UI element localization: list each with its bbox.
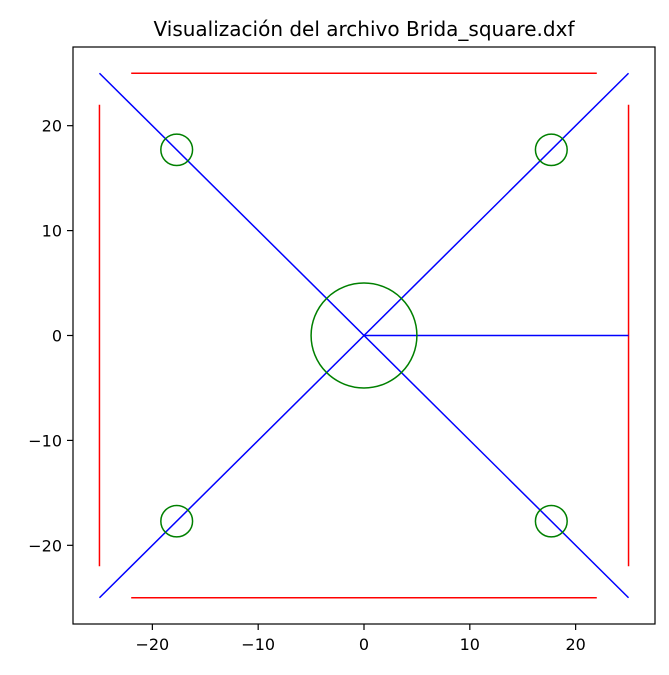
y-tick-label: 10 xyxy=(42,222,62,241)
circle-1 xyxy=(160,133,194,167)
x-tick-label: 20 xyxy=(565,635,585,654)
x-tick-label: −10 xyxy=(241,635,275,654)
x-tick-label: 10 xyxy=(460,635,480,654)
y-tick-label: 20 xyxy=(42,117,62,136)
circle-2 xyxy=(534,133,568,167)
x-tick-label: 0 xyxy=(359,635,369,654)
circle-3 xyxy=(160,504,194,538)
y-tick-label: −10 xyxy=(28,431,62,450)
chart-title: Visualización del archivo Brida_square.d… xyxy=(154,17,576,41)
x-tick-label: −20 xyxy=(135,635,169,654)
y-tick-label: 0 xyxy=(52,327,62,346)
circle-0 xyxy=(310,282,418,389)
axes: −20 −10 0 10 20 −20 −10 0 10 20 xyxy=(28,117,586,654)
circle-4 xyxy=(534,504,568,538)
plot-marks xyxy=(98,72,630,599)
y-tick-label: −20 xyxy=(28,536,62,555)
